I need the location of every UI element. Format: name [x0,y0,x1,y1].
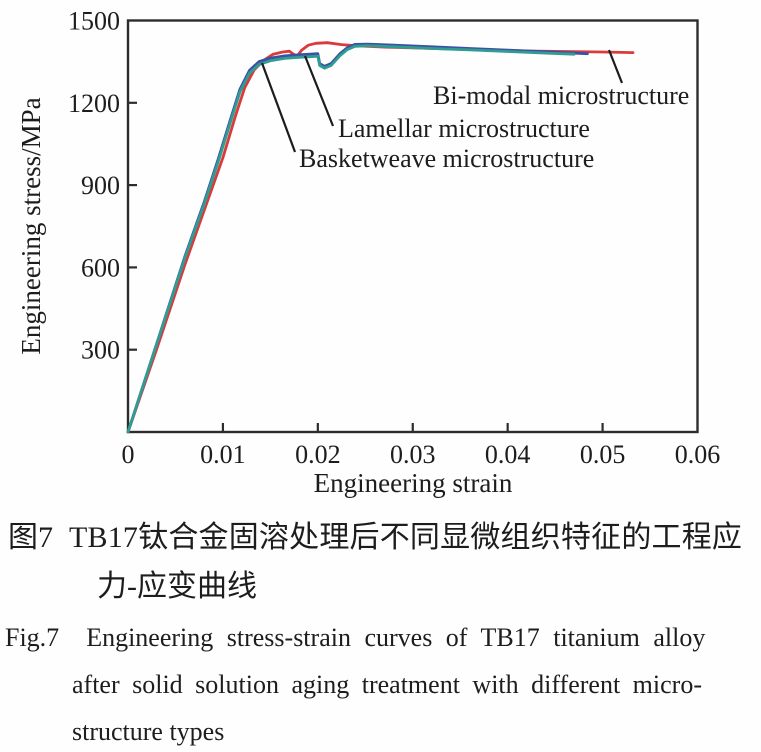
y-tick-label: 300 [81,336,120,365]
caption-en-text: Engineering stress-strain curves of TB17… [86,623,706,652]
annotation-leader-basketweave [260,62,297,153]
annotation-label-lamellar: Lamellar microstructure [338,114,590,143]
x-tick-label: 0 [122,440,135,469]
curve-basketweave [126,44,576,434]
annotation-label-bimodal: Bi-modal microstructure [433,81,689,110]
caption-zh-text: TB17钛合金固溶处理后不同显微组织特征的工程应 [69,521,743,554]
stress-strain-chart: 0 0.01 0.02 0.03 0.04 0.05 0.06 300 600 900 1200 15… [16,7,721,499]
y-tick-label: 600 [81,253,120,282]
x-tick-label: 0.04 [485,440,531,469]
x-tick-label: 0.03 [390,440,436,469]
annotation-leader-lamellar [303,55,335,127]
annotation-label-basketweave: Basketweave microstructure [299,144,594,173]
x-tick-label: 0.06 [675,440,721,469]
caption-zh-line2: 力-应变曲线 [97,570,257,603]
x-tick-label: 0.02 [295,440,341,469]
caption-en-line3: structure types [72,717,225,746]
caption-en-figure-label: Fig.7 [5,623,60,652]
caption-zh-figure-label: 图7 [8,521,53,554]
x-axis-title: Engineering strain [314,468,513,498]
caption-en-line1: Fig.7 Engineering stress-strain curves of… [5,623,705,653]
caption-en-line2: after solid solution aging treatment wit… [72,670,702,699]
y-axis-title: Engineering stress/MPa [16,97,46,354]
x-tick-label: 0.05 [580,440,626,469]
y-tick-label: 1500 [68,7,120,36]
y-tick-label: 900 [81,171,120,200]
annotation-leader-bimodal [607,49,624,84]
y-tick-label: 1200 [68,89,120,118]
caption-zh-line1: 图7 TB17钛合金固溶处理后不同显微组织特征的工程应 [8,512,742,556]
x-tick-label: 0.01 [200,440,246,469]
